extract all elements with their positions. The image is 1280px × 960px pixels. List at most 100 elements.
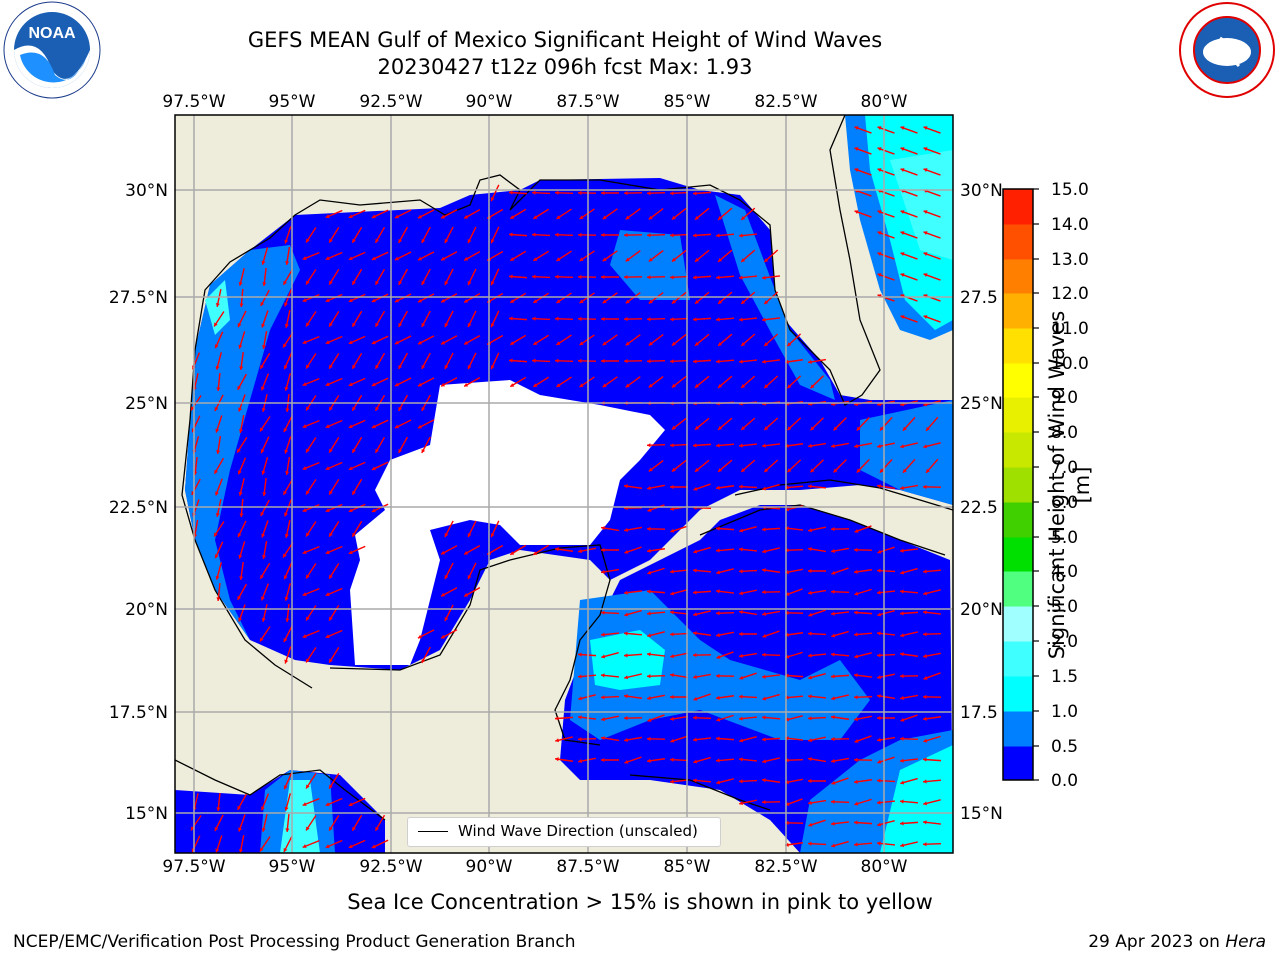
wave-direction-arrow (577, 274, 597, 279)
wave-direction-arrow (853, 632, 873, 637)
wave-direction-arrow (625, 250, 641, 262)
wave-direction-arrow (328, 352, 340, 370)
wave-direction-arrow (328, 772, 340, 790)
wave-direction-arrow (577, 232, 597, 237)
wave-direction-arrow (623, 631, 643, 636)
wave-direction-arrow (374, 352, 386, 370)
wave-direction-arrow (215, 562, 223, 580)
wave-direction-arrow (693, 610, 711, 617)
wave-direction-arrow (623, 275, 643, 280)
wave-direction-arrow (282, 478, 294, 496)
wave-direction-arrow (237, 583, 247, 601)
wave-direction-arrow (531, 274, 551, 279)
wave-direction-arrow (600, 673, 620, 678)
wave-direction-arrow (854, 798, 872, 806)
wave-direction-arrow (239, 498, 244, 518)
wave-direction-arrow (877, 546, 895, 554)
wave-direction-arrow (853, 779, 873, 784)
wave-direction-arrow (877, 609, 895, 617)
wave-direction-arrow (371, 419, 389, 429)
lat-label-left: 27.5°N (109, 288, 168, 308)
lat-label-left: 20°N (125, 600, 168, 620)
colorbar-tick-label: 5.0 (1051, 528, 1078, 548)
wave-direction-arrow (215, 415, 223, 433)
wave-direction-arrow (900, 777, 918, 785)
wave-direction-arrow (856, 417, 870, 431)
wave-direction-arrow (900, 567, 918, 575)
wave-direction-arrow (325, 293, 343, 303)
wave-direction-arrow (786, 417, 802, 431)
wave-direction-arrow (899, 652, 919, 657)
wave-direction-arrow (740, 459, 756, 473)
wave-direction-arrow (647, 694, 665, 701)
wave-direction-arrow (260, 499, 270, 517)
wave-direction-arrow (763, 249, 779, 263)
wave-direction-arrow (762, 757, 780, 764)
wave-direction-arrow (579, 292, 595, 304)
wave-direction-arrow (351, 226, 363, 244)
wave-direction-arrow (374, 226, 386, 244)
wave-direction-arrow (213, 521, 225, 537)
wave-direction-arrow (623, 716, 643, 721)
wave-direction-arrow (692, 317, 712, 322)
wave-direction-arrow (922, 779, 942, 784)
axis-tick-labels: 97.5°W 97.5°W 95°W 95°W 92.5°W 92.5°W 90°W 90°W… (109, 92, 1003, 877)
map-legend: Wind Wave Direction (unscaled) (407, 817, 721, 847)
wave-direction-arrow (625, 334, 641, 346)
wave-direction-arrow (417, 377, 435, 387)
wave-direction-arrow (877, 694, 895, 700)
wave-direction-arrow (463, 545, 481, 555)
wave-direction-arrow (900, 315, 918, 323)
wave-direction-arrow (463, 293, 481, 303)
wave-direction-arrow (694, 207, 710, 221)
wave-direction-arrow (854, 735, 872, 743)
wave-direction-arrow (285, 603, 290, 623)
wave-direction-arrow (923, 168, 941, 176)
wave-direction-arrow (669, 632, 689, 637)
colorbar-frame (1002, 188, 1034, 781)
wave-direction-arrow (877, 168, 895, 176)
wave-direction-arrow (808, 819, 826, 827)
wave-direction-arrow (302, 335, 320, 345)
wave-direction-arrow (808, 672, 826, 680)
wave-direction-arrow (440, 209, 458, 219)
wave-direction-arrow (284, 793, 292, 811)
wave-direction-arrow (715, 443, 735, 448)
wave-direction-arrow (877, 484, 895, 490)
wave-direction-arrow (579, 208, 595, 220)
wave-direction-arrow (440, 629, 458, 639)
wave-direction-arrow (260, 583, 270, 601)
wave-direction-arrow (762, 693, 780, 701)
wave-direction-arrow (922, 632, 942, 637)
wave-direction-arrow (646, 611, 666, 616)
wave-direction-arrow (900, 168, 918, 176)
wave-direction-arrow (646, 674, 666, 679)
wave-direction-arrow (902, 416, 916, 432)
wave-direction-arrow (669, 779, 689, 784)
wave-direction-arrow (648, 292, 664, 304)
wave-direction-arrow (694, 291, 710, 305)
wave-direction-arrow (285, 813, 290, 833)
wave-direction-arrow (601, 358, 619, 364)
colorbar-tick-label: 1.0 (1051, 702, 1078, 722)
wave-direction-arrow (807, 716, 827, 721)
wave-direction-arrow (602, 376, 618, 388)
wave-direction-arrow (648, 376, 664, 388)
wave-direction-arrow (738, 359, 758, 364)
lat-label-right: 22.5 (960, 498, 998, 518)
wave-direction-arrow (305, 815, 317, 831)
colorbar-segment (1003, 676, 1033, 712)
wave-direction-arrow (601, 316, 619, 322)
wave-direction-arrow (833, 417, 847, 431)
colorbar-tick-label: 7.0 (1051, 458, 1078, 478)
colorbar-tick-label: 2.0 (1051, 632, 1078, 652)
wave-direction-arrow (417, 419, 435, 429)
wave-direction-arrow (740, 291, 756, 305)
wave-direction-arrow (808, 358, 826, 364)
wave-direction-arrow (625, 376, 641, 388)
wave-direction-arrow (328, 520, 340, 538)
wave-direction-arrow (302, 797, 320, 807)
wave-direction-arrow (285, 247, 291, 265)
wave-direction-arrow (808, 526, 826, 533)
wave-direction-arrow (259, 626, 271, 642)
